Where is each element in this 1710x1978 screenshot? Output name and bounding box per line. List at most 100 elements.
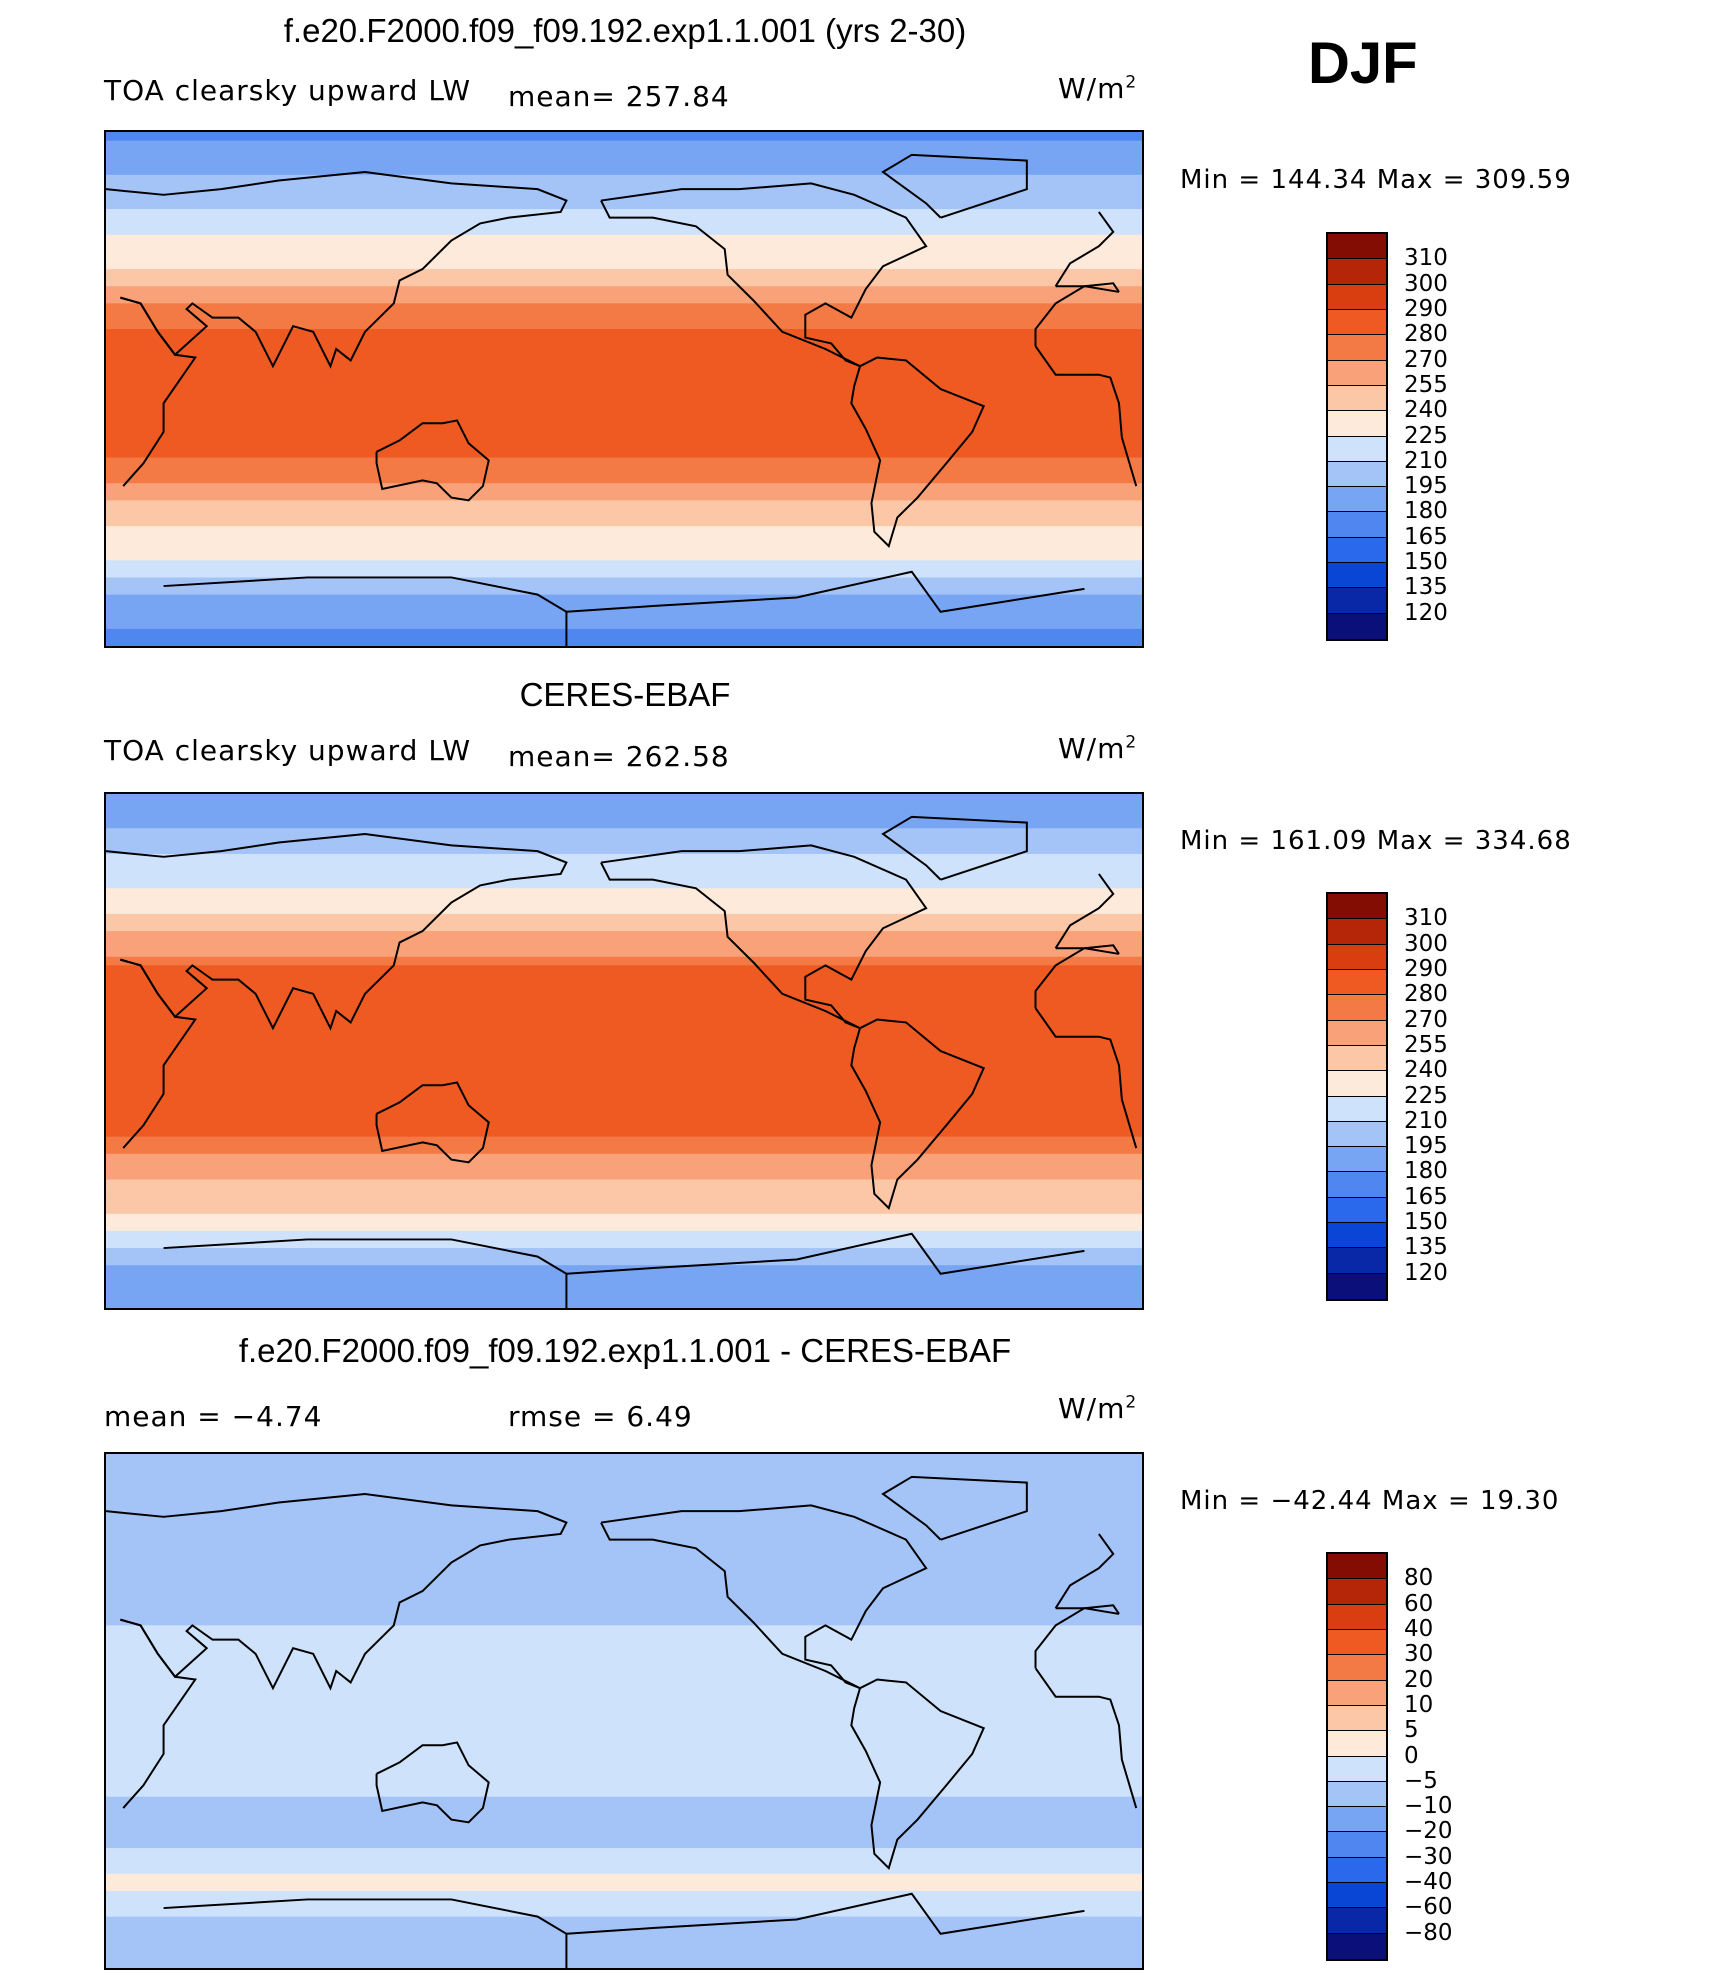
colorbar-tick-label: 240 xyxy=(1404,1057,1448,1084)
colorbar-swatch xyxy=(1328,613,1386,639)
field-band xyxy=(106,1256,1142,1266)
field-band xyxy=(106,836,1142,846)
field-band xyxy=(106,406,1142,416)
colorbar-swatch xyxy=(1328,1096,1386,1122)
field-band xyxy=(106,200,1142,210)
field-band xyxy=(106,586,1142,596)
field-band xyxy=(106,1805,1142,1815)
field-band xyxy=(106,1496,1142,1506)
colorbar-swatch xyxy=(1328,1604,1386,1630)
field-band xyxy=(106,183,1142,193)
field-band xyxy=(106,1248,1142,1258)
field-band xyxy=(106,1608,1142,1618)
field-band xyxy=(106,1068,1142,1078)
colorbar-tick-label: 180 xyxy=(1404,498,1448,525)
colorbar-tick-label: 40 xyxy=(1404,1615,1434,1642)
panel1-units: W/m2 xyxy=(1058,72,1138,105)
field-band xyxy=(106,491,1142,501)
field-band xyxy=(106,1290,1142,1301)
coastline xyxy=(850,1018,986,1210)
field-band xyxy=(106,1676,1142,1686)
colorbar-swatch xyxy=(1328,1121,1386,1148)
field-band xyxy=(106,1145,1142,1155)
field-band xyxy=(106,982,1142,992)
panel1-variable: TOA clearsky upward LW xyxy=(104,74,472,107)
coastline xyxy=(1055,1604,1120,1615)
colorbar-swatch xyxy=(1328,995,1386,1021)
field-band xyxy=(106,1462,1142,1472)
colorbar-swatch xyxy=(1328,1147,1386,1173)
field-band xyxy=(106,1188,1142,1198)
coastline xyxy=(375,1081,490,1164)
field-band xyxy=(106,226,1142,236)
field-band xyxy=(106,217,1142,227)
field-band xyxy=(106,466,1142,476)
coastline xyxy=(600,1504,928,1690)
colorbar-tick-label: 195 xyxy=(1404,473,1448,500)
coastline xyxy=(163,1898,568,1968)
field-band xyxy=(106,560,1142,570)
panel2-variable: TOA clearsky upward LW xyxy=(104,734,472,767)
field-band xyxy=(106,1702,1142,1712)
colorbar-tick-label: 60 xyxy=(1404,1590,1434,1617)
field-band xyxy=(106,260,1142,270)
field-band xyxy=(106,1273,1142,1283)
field-band xyxy=(106,1616,1142,1626)
colorbar-swatch xyxy=(1328,944,1386,970)
field-band xyxy=(106,794,1142,804)
coastline xyxy=(881,815,1028,881)
field-band xyxy=(106,440,1142,450)
coastline xyxy=(881,1475,1028,1541)
colorbar-swatch xyxy=(1328,894,1386,920)
colorbar-tick-label: 120 xyxy=(1404,599,1448,626)
field-band xyxy=(106,1625,1142,1635)
field-band xyxy=(106,508,1142,519)
field-band xyxy=(106,1479,1142,1489)
field-band xyxy=(106,1693,1142,1704)
colorbar-tick-label: 280 xyxy=(1404,981,1448,1008)
field-band xyxy=(106,1548,1142,1558)
field-band xyxy=(106,269,1142,279)
colorbar-tick-label: 10 xyxy=(1404,1691,1434,1718)
field-band xyxy=(106,251,1142,262)
field-band xyxy=(106,1025,1142,1035)
coastline xyxy=(1054,211,1115,287)
field-band xyxy=(106,1942,1142,1952)
panel1-colorbar xyxy=(1326,232,1388,641)
field-band xyxy=(106,1213,1142,1223)
colorbar-swatch xyxy=(1328,1731,1386,1757)
colorbar-tick-label: −40 xyxy=(1404,1869,1453,1896)
colorbar-swatch xyxy=(1328,1680,1386,1706)
panel3-map xyxy=(104,1452,1144,1970)
field-band xyxy=(106,209,1142,219)
colorbar-swatch xyxy=(1328,487,1386,513)
field-band xyxy=(106,294,1142,304)
field-band xyxy=(106,1153,1142,1163)
colorbar-swatch xyxy=(1328,436,1386,462)
panel3-mean: mean = −4.74 xyxy=(104,1400,323,1433)
field-band xyxy=(106,802,1142,812)
field-band xyxy=(106,965,1142,975)
field-band xyxy=(106,999,1142,1009)
colorbar-swatch xyxy=(1328,335,1386,361)
colorbar-swatch xyxy=(1328,1781,1386,1808)
field-band xyxy=(106,871,1142,881)
field-band xyxy=(106,431,1142,441)
field-band xyxy=(106,277,1142,287)
field-band xyxy=(106,286,1142,296)
colorbar-swatch xyxy=(1328,1197,1386,1224)
field-band xyxy=(106,1728,1142,1738)
colorbar-tick-label: 225 xyxy=(1404,1082,1448,1109)
colorbar-tick-label: −5 xyxy=(1404,1767,1438,1794)
panel3-title: f.e20.F2000.f09_f09.192.exp1.1.001 - CER… xyxy=(238,1332,1012,1369)
field-band xyxy=(106,862,1142,872)
field-band xyxy=(106,320,1142,330)
field-band xyxy=(106,1719,1142,1729)
coastline xyxy=(1034,1667,1138,1809)
colorbar-swatch xyxy=(1328,919,1386,945)
field-band xyxy=(106,1779,1142,1789)
colorbar-tick-label: 310 xyxy=(1404,905,1448,932)
field-band xyxy=(106,1522,1142,1532)
colorbar-tick-label: 270 xyxy=(1404,1006,1448,1033)
colorbar-tick-label: 0 xyxy=(1404,1742,1419,1769)
